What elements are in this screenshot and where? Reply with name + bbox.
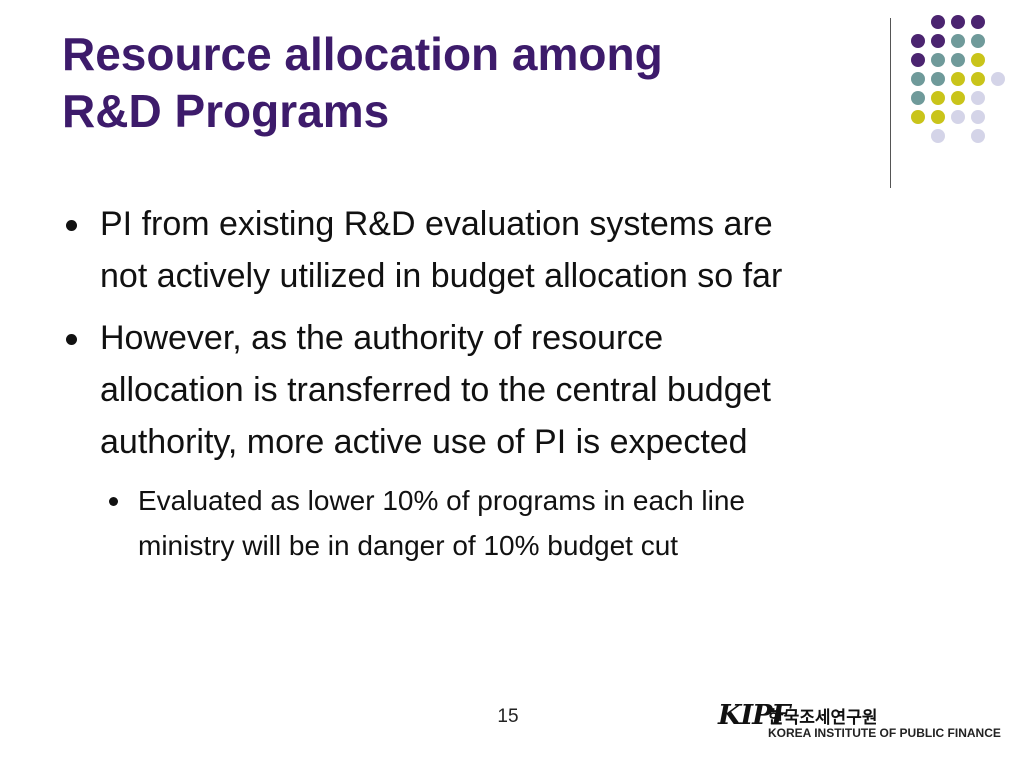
kipf-logo-english-name: KOREA INSTITUTE OF PUBLIC FINANCE <box>768 726 1001 740</box>
decorative-dot <box>951 53 965 67</box>
decorative-dot <box>951 15 965 29</box>
decorative-dot <box>911 53 925 67</box>
bullet-dot-icon <box>66 220 77 231</box>
bullet-1-line-2: not actively utilized in budget allocati… <box>100 257 783 295</box>
decorative-dot <box>931 129 945 143</box>
decorative-dot <box>971 91 985 105</box>
decorative-dot <box>971 15 985 29</box>
sub-bullet-item-1: Evaluated as lower 10% of programs in ea… <box>60 478 980 568</box>
decorative-dot <box>951 91 965 105</box>
decorative-dot <box>991 72 1005 86</box>
slide-title: Resource allocation among R&D Programs <box>62 26 862 140</box>
bullet-2-line-2: allocation is transferred to the central… <box>100 371 771 409</box>
decorative-dot <box>951 110 965 124</box>
decorative-dot <box>911 110 925 124</box>
slide-title-line-2: R&D Programs <box>62 85 390 137</box>
decorative-dot <box>971 110 985 124</box>
decorative-dot <box>971 129 985 143</box>
sub-bullet-1-line-2: ministry will be in danger of 10% budget… <box>138 530 679 561</box>
bullet-1-line-1: PI from existing R&D evaluation systems … <box>100 205 773 243</box>
decorative-dot <box>931 34 945 48</box>
kipf-logo-mark: KIPF <box>718 700 791 731</box>
bullet-item-2: However, as the authority of resource al… <box>60 312 980 468</box>
slide-body: PI from existing R&D evaluation systems … <box>60 198 980 568</box>
decorative-dot <box>931 110 945 124</box>
bullet-dot-icon <box>66 334 77 345</box>
decorative-dot <box>951 34 965 48</box>
decorative-dot-grid <box>911 15 1005 143</box>
bullet-2-line-3: authority, more active use of PI is expe… <box>100 423 748 461</box>
bullet-2-line-1: However, as the authority of resource <box>100 319 664 357</box>
title-divider-line <box>890 18 891 188</box>
bullet-item-1: PI from existing R&D evaluation systems … <box>60 198 980 302</box>
sub-bullet-dot-icon <box>109 497 118 506</box>
page-number: 15 <box>497 706 519 727</box>
decorative-dot <box>911 91 925 105</box>
decorative-dot <box>971 53 985 67</box>
decorative-dot <box>911 72 925 86</box>
decorative-dot <box>971 72 985 86</box>
decorative-dot <box>931 15 945 29</box>
decorative-dot <box>931 72 945 86</box>
decorative-dot <box>971 34 985 48</box>
decorative-dot <box>931 91 945 105</box>
decorative-dot <box>931 53 945 67</box>
sub-bullet-1-line-1: Evaluated as lower 10% of programs in ea… <box>138 485 746 516</box>
decorative-dot <box>951 72 965 86</box>
decorative-dot <box>911 34 925 48</box>
kipf-logo-korean-name: 한국조세연구원 <box>768 708 878 727</box>
kipf-logo: KIPF 한국조세연구원 KOREA INSTITUTE OF PUBLIC F… <box>718 700 1001 746</box>
slide-title-line-1: Resource allocation among <box>62 28 663 80</box>
